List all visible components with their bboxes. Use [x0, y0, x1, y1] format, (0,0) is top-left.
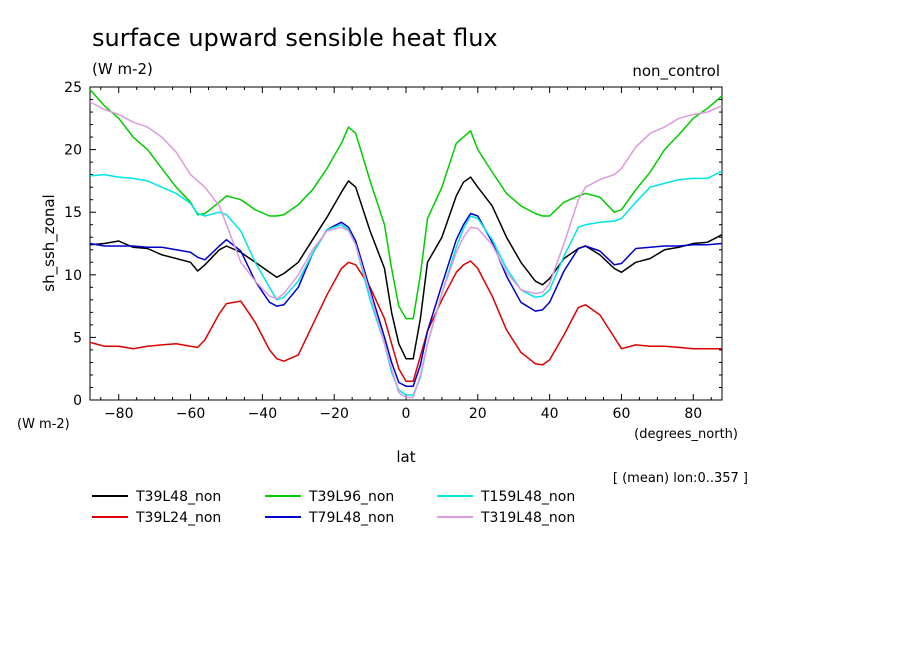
- y-tick-label: 15: [64, 205, 82, 221]
- x-tick-label: −60: [176, 406, 206, 422]
- legend-label-T319L48_non: T319L48_non: [480, 510, 575, 526]
- x-axis-ticks: −80 −60 −40 −20 0 20 40 60 80: [100, 87, 712, 422]
- x-axis-label: lat: [396, 448, 415, 466]
- chart-title: surface upward sensible heat flux: [92, 24, 498, 52]
- chart-subtitle: (W m-2): [92, 60, 153, 78]
- y-tick-label: 5: [73, 330, 82, 346]
- y-axis-units: (W m-2): [17, 417, 70, 432]
- legend-label-T39L48_non: T39L48_non: [135, 489, 221, 505]
- y-tick-label: 25: [64, 80, 82, 96]
- x-tick-label: 80: [684, 406, 702, 422]
- x-tick-label: −20: [319, 406, 349, 422]
- y-axis-label: sh_ssh_zonal: [40, 194, 59, 291]
- legend-label-T39L96_non: T39L96_non: [308, 489, 394, 505]
- x-tick-label: 40: [541, 406, 559, 422]
- x-axis-units: (degrees_north): [634, 427, 738, 442]
- y-tick-label: 10: [64, 268, 82, 284]
- series-line-T39L96_non: [89, 89, 723, 320]
- y-tick-label: 20: [64, 143, 82, 159]
- x-tick-label: 20: [469, 406, 487, 422]
- x-tick-label: 60: [613, 406, 631, 422]
- x-tick-label: −80: [104, 406, 134, 422]
- series-line-T79L48_non: [89, 212, 723, 387]
- legend-label-T39L24_non: T39L24_non: [135, 510, 221, 526]
- legend-label-T159L48_non: T159L48_non: [480, 489, 575, 505]
- series-line-T39L48_non: [89, 176, 723, 360]
- legend-label-T79L48_non: T79L48_non: [308, 510, 394, 526]
- y-axis-ticks: 0 5 10 15 20 25: [64, 80, 722, 409]
- x-tick-label: −40: [248, 406, 278, 422]
- footnote: [ (mean) lon:0..357 ]: [613, 471, 748, 486]
- series-line-T39L24_non: [89, 260, 722, 382]
- series-lines: [89, 89, 723, 399]
- x-tick-label: 0: [402, 406, 411, 422]
- legend: T39L48_non T39L24_non T39L96_non T79L48_non…: [92, 489, 575, 526]
- series-line-T319L48_non: [89, 101, 723, 399]
- plot-frame: [89, 86, 723, 401]
- plot-area: −80 −60 −40 −20 0 20 40 60 80 0 5 10 15 20 25: [64, 80, 723, 422]
- chart-annotation: non_control: [632, 62, 720, 81]
- series-line-T159L48_non: [89, 170, 723, 396]
- y-tick-label: 0: [73, 393, 82, 409]
